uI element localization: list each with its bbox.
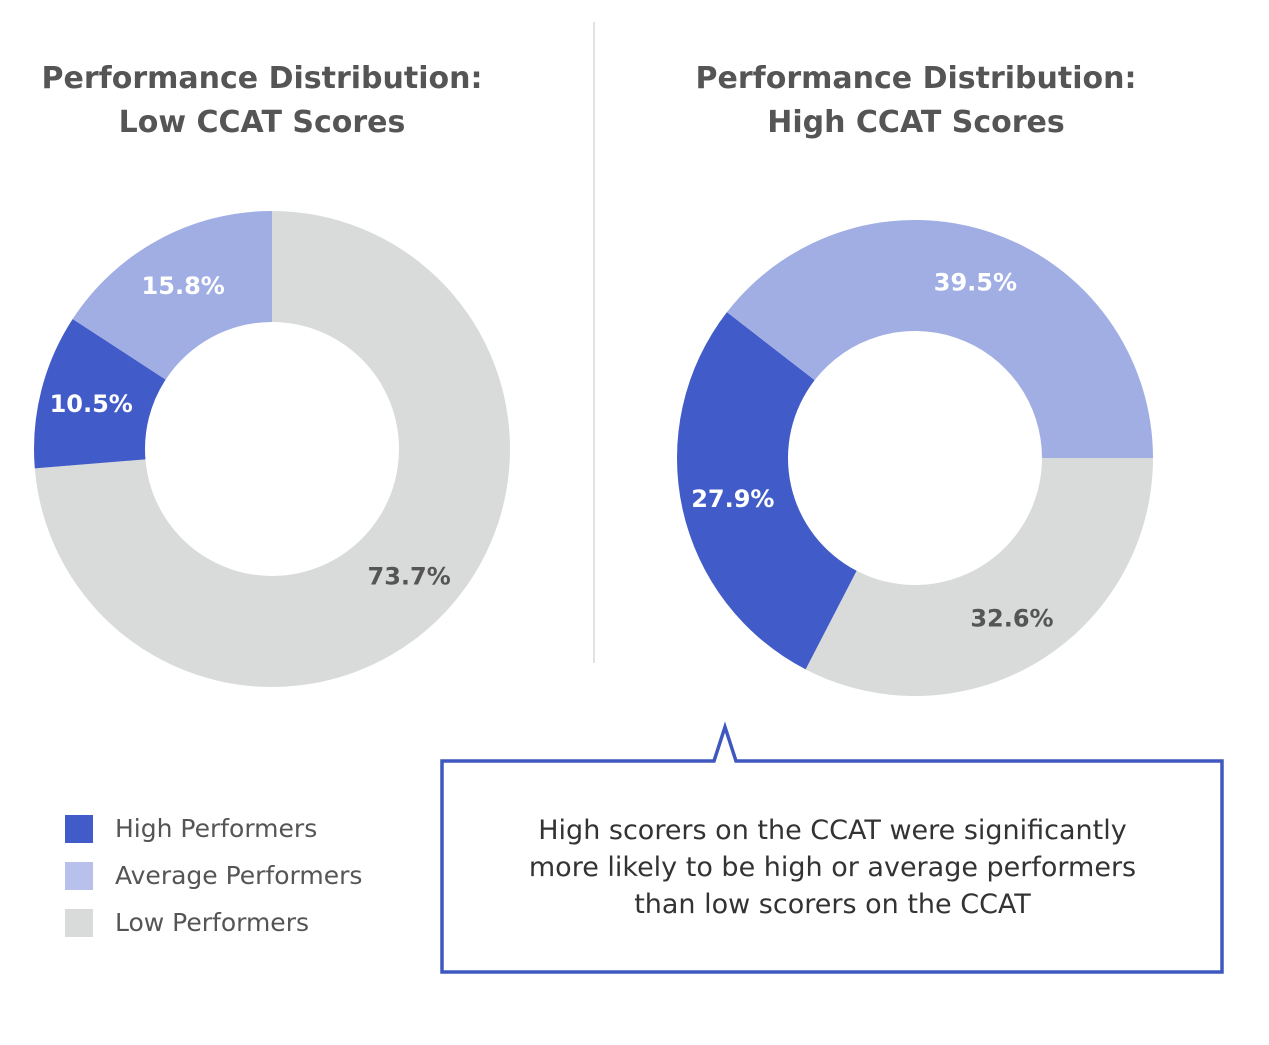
legend-swatch (65, 908, 93, 937)
donut-slice-average-performers (72, 211, 272, 380)
callout-line: than low scorers on the CCAT (634, 889, 1031, 920)
donut-slice-average-performers (726, 219, 1153, 458)
legend-item-average: Average Performers (65, 852, 362, 899)
callout-text: High scorers on the CCAT were significan… (445, 812, 1220, 923)
slice-label: 73.7% (368, 562, 451, 590)
title-line: Performance Distribution: (695, 61, 1137, 96)
donut-slice-high-performers (34, 318, 166, 469)
title-line: High CCAT Scores (767, 105, 1065, 140)
donut-slice-low-performers (34, 211, 511, 688)
callout-line: more likely to be high or average perfor… (528, 852, 1137, 883)
legend-label: Average Performers (115, 861, 363, 890)
title-line: Low CCAT Scores (118, 105, 406, 140)
legend: High Performers Average Performers Low P… (65, 805, 362, 946)
divider (593, 22, 595, 663)
legend-item-high: High Performers (65, 805, 362, 852)
legend-swatch (65, 861, 93, 890)
slice-label: 10.5% (50, 390, 133, 418)
donut-slice-low-performers (805, 458, 1153, 696)
callout-line: High scorers on the CCAT were significan… (538, 815, 1127, 846)
legend-swatch (65, 814, 93, 843)
chart-title-low: Performance Distribution: Low CCAT Score… (0, 57, 542, 145)
chart-title-high: Performance Distribution: High CCAT Scor… (636, 57, 1196, 145)
slice-label: 39.5% (934, 269, 1017, 297)
donut-slice-high-performers (676, 312, 857, 670)
legend-item-low: Low Performers (65, 899, 362, 946)
slice-label: 32.6% (970, 604, 1053, 632)
slice-label: 27.9% (691, 485, 774, 513)
legend-label: Low Performers (115, 908, 309, 937)
slice-label: 15.8% (142, 272, 225, 300)
title-line: Performance Distribution: (41, 61, 483, 96)
legend-label: High Performers (115, 814, 318, 843)
callout-box (440, 721, 1224, 974)
